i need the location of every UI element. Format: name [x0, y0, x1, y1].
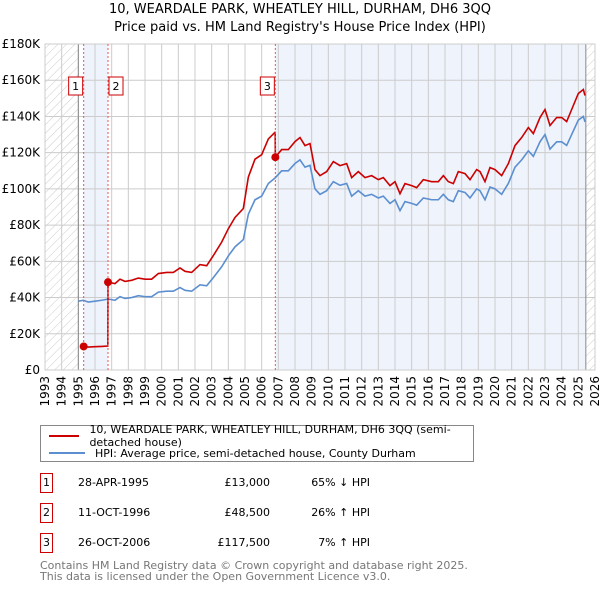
y-tick-label: £160K [2, 73, 42, 87]
x-tick-label: 2025 [571, 376, 585, 407]
sale-row: 1 28-APR-1995 £13,000 65% ↓ HPI [40, 473, 440, 493]
sale-point [104, 278, 112, 287]
y-tick-label: £40K [9, 291, 41, 305]
legend-blue-line [49, 452, 85, 454]
x-tick-label: 2012 [355, 376, 369, 407]
x-tick-label: 2001 [171, 376, 185, 407]
shaded-period-1-2 [83, 44, 108, 370]
sale-label-box [108, 76, 124, 96]
y-tick-label: £20K [9, 327, 41, 341]
x-tick-label: 2017 [438, 376, 452, 407]
x-tick-label: 1998 [121, 376, 135, 407]
x-tick-label: 2007 [271, 376, 285, 407]
hpi-line [78, 115, 586, 303]
x-tick-label: 2013 [371, 376, 385, 407]
legend: 10, WEARDALE PARK, WHEATLEY HILL, DURHAM… [40, 423, 474, 462]
sale-label-box [68, 76, 84, 96]
sale-row: 3 26-OCT-2006 £117,500 7% ↑ HPI [40, 533, 440, 553]
y-tick-label: £80K [9, 218, 41, 232]
property-price-line [83, 88, 586, 348]
y-tick-label: £100K [2, 182, 42, 196]
sale-row: 2 11-OCT-1996 £48,500 26% ↑ HPI [40, 503, 440, 523]
sale-price: £13,000 [224, 476, 271, 489]
y-tick-label: £0 [25, 363, 40, 377]
x-tick-label: 2015 [405, 376, 419, 407]
x-tick-label: 2022 [521, 376, 535, 407]
y-tick-label: £60K [9, 254, 41, 268]
sale-date: 11-OCT-1996 [78, 506, 151, 519]
plot-frame [44, 43, 596, 371]
x-tick-label: 2014 [388, 376, 402, 407]
x-tick-label: 2026 [588, 376, 600, 407]
sale-hpi-diff: 26% ↑ HPI [311, 506, 370, 519]
footer-copyright: Contains HM Land Registry data © Crown c… [40, 559, 468, 572]
sale-number-badge: 1 [40, 473, 53, 493]
x-tick-label: 1994 [55, 376, 69, 407]
x-tick-label: 2018 [455, 376, 469, 407]
sale-hpi-diff: 65% ↓ HPI [311, 476, 370, 489]
sale-label: 3 [264, 80, 271, 93]
x-tick-label: 2000 [155, 376, 169, 407]
legend-property-label: 10, WEARDALE PARK, WHEATLEY HILL, DURHAM… [89, 423, 451, 449]
x-tick-label: 2003 [205, 376, 219, 407]
sale-point [79, 342, 88, 351]
sale-date: 26-OCT-2006 [78, 536, 151, 549]
x-tick-label: 1999 [138, 376, 152, 407]
legend-red-line [49, 435, 80, 437]
hatched-no-data-after [585, 44, 595, 370]
x-tick-label: 2002 [188, 376, 202, 407]
x-tick-label: 2020 [488, 376, 502, 407]
legend-hpi-label: HPI: Average price, semi-detached house,… [95, 446, 416, 460]
y-tick-label: £140K [2, 109, 42, 123]
price-chart: 1993 1994 1995 1996 1997 1998 1999 2000 2001 2002… [2, 37, 600, 407]
sale-price: £48,500 [224, 506, 271, 519]
x-tick-label: 1995 [71, 376, 85, 407]
x-tick-label: 2004 [221, 376, 235, 407]
sale-point [271, 153, 280, 162]
chart-title: 10, WEARDALE PARK, WHEATLEY HILL, DURHAM… [109, 2, 491, 17]
x-tick-label: 2023 [538, 376, 552, 407]
sale-date: 28-APR-1995 [78, 476, 150, 489]
sale-number-badge: 3 [40, 533, 53, 553]
x-tick-label: 1993 [38, 376, 52, 407]
footer-licence: This data is licensed under the Open Gov… [40, 570, 391, 583]
x-tick-label: 2005 [238, 376, 252, 407]
x-tick-label: 2024 [555, 376, 569, 407]
shaded-period-3-now [275, 44, 586, 370]
x-tick-label: 2011 [338, 376, 352, 407]
sale-number-badge: 2 [40, 503, 53, 523]
x-tick-label: 1996 [88, 376, 102, 407]
x-tick-label: 2009 [305, 376, 319, 407]
x-tick-label: 2010 [321, 376, 335, 407]
x-tick-label: 2019 [471, 376, 485, 407]
x-tick-label: 2021 [505, 376, 519, 407]
sale-label: 2 [113, 80, 120, 93]
x-tick-label: 2016 [421, 376, 435, 407]
y-tick-label: £180K [2, 37, 42, 51]
sale-hpi-diff: 7% ↑ HPI [318, 536, 370, 549]
sale-label-box [259, 76, 275, 96]
sale-label: 1 [72, 80, 79, 93]
chart-subtitle: Price paid vs. HM Land Registry's House … [114, 20, 486, 35]
x-tick-label: 2006 [255, 376, 269, 407]
x-tick-label: 1997 [105, 376, 119, 407]
y-tick-label: £120K [2, 146, 42, 160]
x-tick-label: 2008 [288, 376, 302, 407]
sale-price: £117,500 [217, 536, 271, 549]
